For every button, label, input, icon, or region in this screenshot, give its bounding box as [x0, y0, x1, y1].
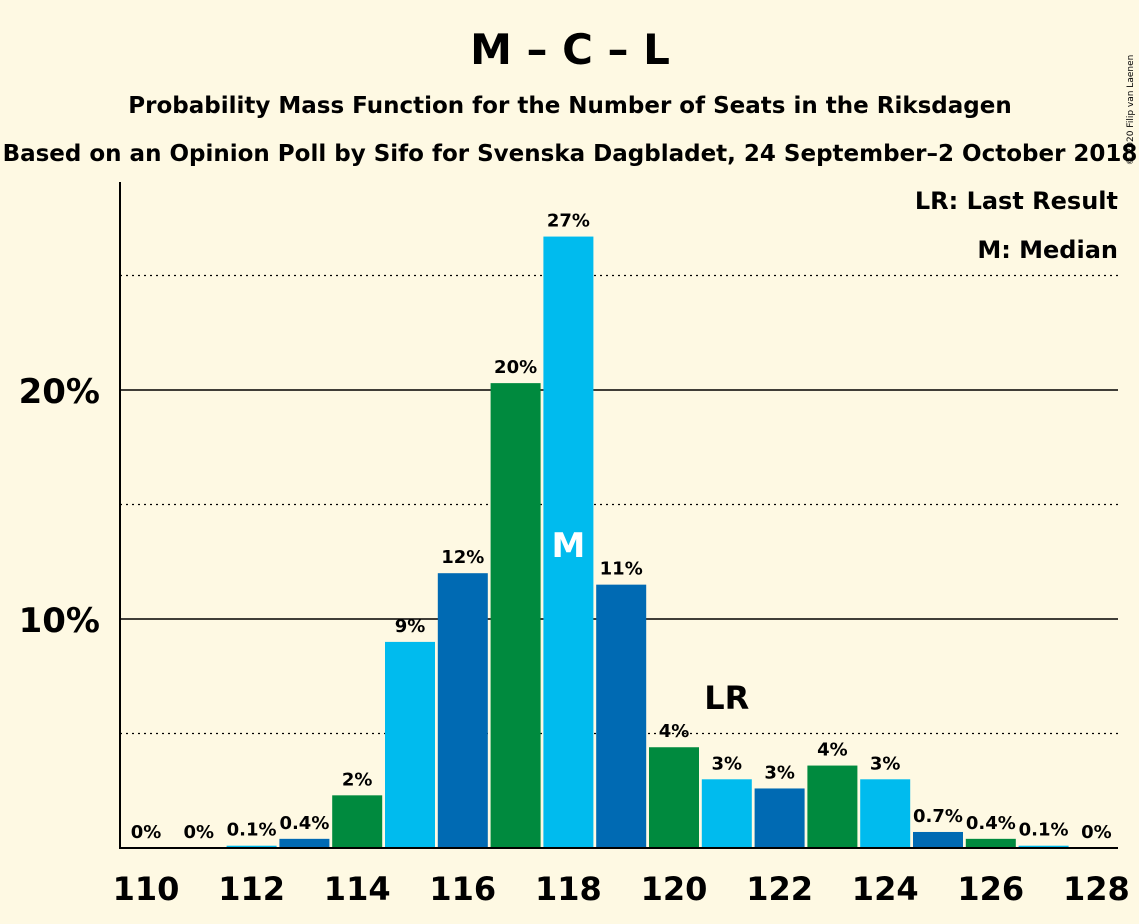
chart-subtitle-1: Probability Mass Function for the Number…	[128, 93, 1011, 119]
x-tick-label: 114	[324, 870, 391, 908]
x-tick-label: 122	[746, 870, 813, 908]
x-tick-label: 116	[429, 870, 496, 908]
bar-seat-117	[490, 383, 541, 848]
x-tick-label: 120	[641, 870, 708, 908]
bar-value-label: 3%	[870, 753, 901, 774]
bar-value-label: 0.7%	[913, 806, 963, 827]
bar-value-label: 2%	[342, 769, 373, 790]
bar-value-label: 27%	[547, 211, 590, 232]
x-tick-label: 126	[957, 870, 1024, 908]
bar-seat-118	[543, 236, 594, 848]
bar-value-label: 0%	[184, 822, 215, 843]
copyright-note: © 2020 Filip van Laenen	[1126, 55, 1136, 166]
bar-seat-114	[332, 795, 383, 848]
x-tick-label: 128	[1063, 870, 1130, 908]
x-tick-label: 124	[852, 870, 919, 908]
y-tick-label: 20%	[19, 372, 100, 412]
legend-median: M: Median	[977, 236, 1118, 264]
chart-subtitle-2: Based on an Opinion Poll by Sifo for Sve…	[3, 141, 1138, 167]
bar-seat-113	[279, 838, 330, 848]
bar-seat-120	[649, 747, 699, 848]
bar-seat-127	[1018, 845, 1069, 848]
bar-value-label: 3%	[764, 762, 795, 783]
bar-value-label: 0.4%	[279, 813, 329, 834]
bar-value-label: 20%	[494, 357, 537, 378]
bar-value-label: 12%	[441, 547, 484, 568]
bar-value-label: 0.4%	[966, 813, 1016, 834]
x-tick-label: 112	[218, 870, 285, 908]
median-marker: M	[551, 526, 585, 566]
bar-seat-126	[965, 838, 1016, 848]
chart-title: M – C – L	[470, 25, 670, 74]
bar-value-label: 4%	[817, 740, 848, 761]
bar-seat-124	[860, 779, 911, 848]
bar-seat-119	[596, 584, 647, 848]
bar-value-label: 9%	[395, 616, 426, 637]
bar-value-label: 0%	[131, 822, 162, 843]
x-tick-label: 118	[535, 870, 602, 908]
bar-seat-121	[701, 779, 752, 848]
bar-value-label: 0.1%	[1019, 820, 1069, 841]
bar-value-label: 11%	[600, 559, 643, 580]
bar-value-label: 4%	[659, 721, 690, 742]
bar-value-label: 0.1%	[227, 820, 277, 841]
bar-value-label: 3%	[712, 753, 743, 774]
y-tick-label: 10%	[19, 601, 100, 641]
bar-seat-112	[226, 845, 277, 848]
bar-seat-125	[913, 831, 963, 848]
legend-last-result: LR: Last Result	[915, 187, 1118, 215]
x-tick-label: 110	[113, 870, 180, 908]
bar-seat-116	[437, 573, 488, 848]
last-result-marker: LR	[704, 679, 749, 717]
bar-seat-122	[754, 788, 805, 848]
bar-seat-115	[385, 641, 435, 848]
bar-seat-123	[807, 765, 858, 848]
bar-value-label: 0%	[1081, 822, 1112, 843]
